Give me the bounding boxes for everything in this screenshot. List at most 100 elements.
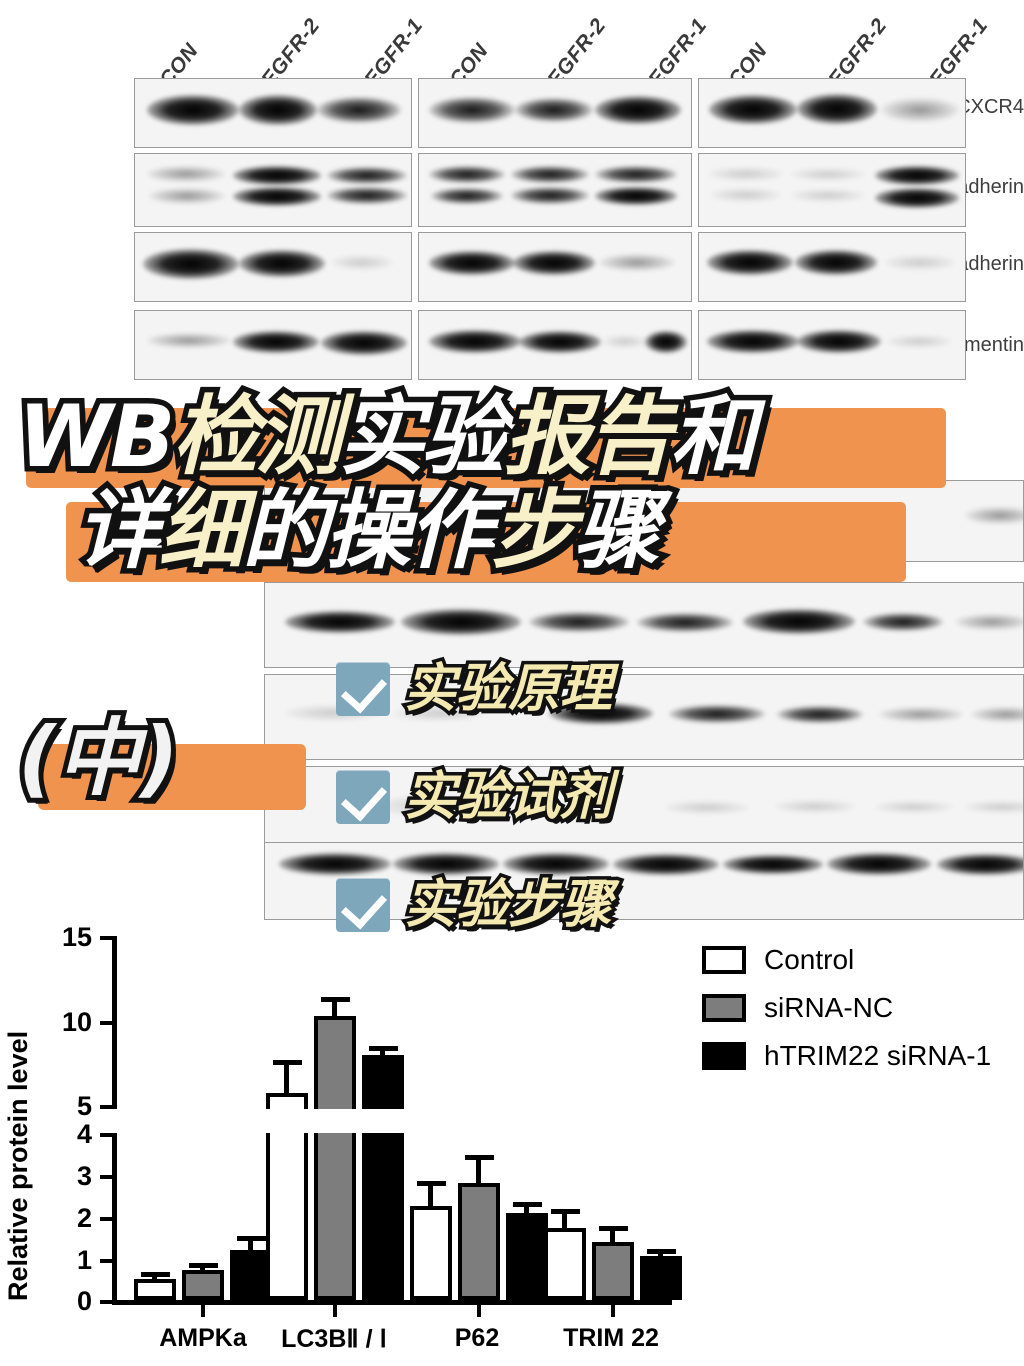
- x-tick-trim22: [611, 1304, 615, 1317]
- title-seg-baogao: 报告: [499, 387, 679, 487]
- title-seg-he: 和: [665, 387, 762, 487]
- blot-cell-ecad-g3: [698, 153, 966, 227]
- y-tick-label-3: 3: [76, 1161, 92, 1191]
- errorbar-p62-control: [428, 1181, 433, 1208]
- blot-cell-caspase3: [264, 674, 1024, 760]
- errorbar-lc3b-sirna-nc: [332, 997, 337, 1018]
- part-badge-label: (中): [13, 709, 184, 807]
- bar-lc3b-sirna-nc-lower: [314, 1133, 356, 1300]
- poster-title-line-2: 详细的操作步骤: [71, 483, 666, 580]
- feature-checklist: 实验原理 实验试剂 实验步骤: [336, 660, 616, 986]
- y-tick-label-10: 10: [61, 1007, 92, 1037]
- bar-lc3b-control-lower: [266, 1133, 308, 1300]
- bar-trim22-sirna-nc: [592, 1242, 634, 1300]
- y-tick-label-0: 0: [76, 1286, 92, 1316]
- y-tick-5: [100, 1105, 112, 1109]
- x-label-trim22: TRIM 22: [563, 1324, 659, 1352]
- checklist-item-reagents: 实验试剂: [336, 767, 616, 827]
- chart-legend: Control siRNA-NC hTRIM22 siRNA-1: [702, 944, 991, 1088]
- errorcap-lc3b-control: [273, 1060, 302, 1065]
- errorcap-ampka-control: [141, 1272, 170, 1277]
- errorcap-ampka-sirna-nc: [189, 1263, 218, 1268]
- bar-p62-htrim22: [506, 1213, 548, 1300]
- blot-cell-ecad-g1: [134, 153, 412, 227]
- title-seg-decaozuo: 的操作: [237, 481, 500, 581]
- checklist-item-steps: 实验步骤: [336, 875, 616, 935]
- y-tick-10: [100, 1021, 112, 1025]
- blot-cell-cxcr4-g2: [418, 78, 692, 148]
- checklist-label-steps: 实验步骤: [400, 875, 615, 935]
- errorcap-trim22-control: [551, 1209, 580, 1214]
- x-label-p62: P62: [454, 1324, 500, 1352]
- legend-swatch-control: [702, 946, 746, 974]
- y-tick-label-1: 1: [76, 1245, 92, 1275]
- checklist-item-principle: 实验原理: [336, 660, 616, 719]
- errorbar-lc3b-htrim22: [380, 1046, 385, 1057]
- check-box-icon: [336, 662, 390, 716]
- errorcap-p62-sirna-nc: [465, 1155, 494, 1160]
- legend-item-control: Control: [702, 944, 991, 976]
- errorbar-trim22-control: [562, 1209, 567, 1230]
- bar-lc3b-htrim22: [362, 1055, 404, 1109]
- errorcap-trim22-sirna-nc: [599, 1226, 628, 1231]
- legend-label-htrim22: hTRIM22 siRNA-1: [764, 1040, 992, 1071]
- x-tick-ampka: [201, 1304, 205, 1317]
- errorbar-lc3b-control: [284, 1060, 289, 1095]
- bar-p62-control: [410, 1206, 452, 1300]
- check-box-icon: [336, 878, 390, 932]
- title-seg-xi: 细: [154, 481, 251, 581]
- bar-ampka-control: [134, 1279, 176, 1300]
- y-tick-label-15: 15: [61, 922, 92, 952]
- title-seg-shiyan: 实验: [333, 387, 513, 487]
- x-tick-p62: [477, 1304, 481, 1317]
- bar-chart: Relative protein level 15 10 5 4 3 2 1 0: [0, 920, 1024, 1366]
- check-box-icon: [336, 770, 390, 824]
- legend-label-control: Control: [764, 944, 855, 975]
- blot-cell-vim-g3: [698, 310, 966, 380]
- y-tick-2: [100, 1217, 112, 1221]
- errorcap-lc3b-htrim22: [369, 1046, 398, 1051]
- errorbar-p62-sirna-nc: [476, 1155, 481, 1185]
- title-seg-jiance: 检测: [167, 387, 347, 487]
- y-axis-lower-spine: [112, 1133, 117, 1304]
- errorcap-trim22-htrim22: [647, 1249, 676, 1254]
- legend-item-sirna-nc: siRNA-NC: [702, 992, 991, 1024]
- errorbar-trim22-sirna-nc: [610, 1226, 615, 1244]
- chart-ylabel: Relative protein level: [3, 1030, 33, 1301]
- errorcap-p62-control: [417, 1181, 446, 1186]
- x-label-lc3b: LC3BⅡ / Ⅰ: [281, 1325, 387, 1353]
- title-highlight-bar-2: [66, 502, 906, 582]
- part-badge-highlight: [38, 744, 306, 810]
- y-tick-3: [100, 1175, 112, 1179]
- bar-lc3b-control: [266, 1093, 308, 1109]
- bar-trim22-htrim22: [640, 1256, 682, 1300]
- blot-cell-tubulin: [264, 842, 1024, 920]
- x-axis-spine: [112, 1300, 672, 1305]
- errorcap-p62-htrim22: [513, 1202, 542, 1207]
- blot-cell-cxcr4-g3: [698, 78, 966, 148]
- title-highlight-bar-1: [26, 408, 946, 488]
- y-tick-label-4: 4: [76, 1119, 92, 1149]
- checklist-label-reagents: 实验试剂: [400, 767, 615, 827]
- blot-cell-ncad-g3: [698, 232, 966, 302]
- errorbar-ampka-htrim22: [248, 1236, 253, 1252]
- y-tick-label-2: 2: [76, 1203, 92, 1233]
- bar-lc3b-sirna-nc: [314, 1016, 356, 1109]
- title-seg-bu: 步: [486, 481, 583, 581]
- blot-cell-cxcr4-g1: [134, 78, 412, 148]
- poster-title-line-1: WB检测实验报告和: [12, 389, 761, 486]
- blot-cell-vim-g2: [418, 310, 692, 380]
- y-tick-label-5: 5: [76, 1091, 92, 1121]
- blot-cell-bcl2: [264, 582, 1024, 668]
- legend-item-htrim22: hTRIM22 siRNA-1: [702, 1040, 991, 1072]
- legend-label-sirna-nc: siRNA-NC: [764, 992, 894, 1023]
- y-tick-15: [100, 936, 112, 940]
- title-seg-wb: WB: [12, 387, 180, 487]
- title-seg-zhou: 骤: [569, 481, 666, 581]
- bar-ampka-sirna-nc: [182, 1270, 224, 1300]
- errorcap-ampka-htrim22: [237, 1236, 266, 1241]
- title-seg-xiang: 详: [71, 481, 168, 581]
- blot-cell-vim-g1: [134, 310, 412, 380]
- blot-cell-ncad-g1: [134, 232, 412, 302]
